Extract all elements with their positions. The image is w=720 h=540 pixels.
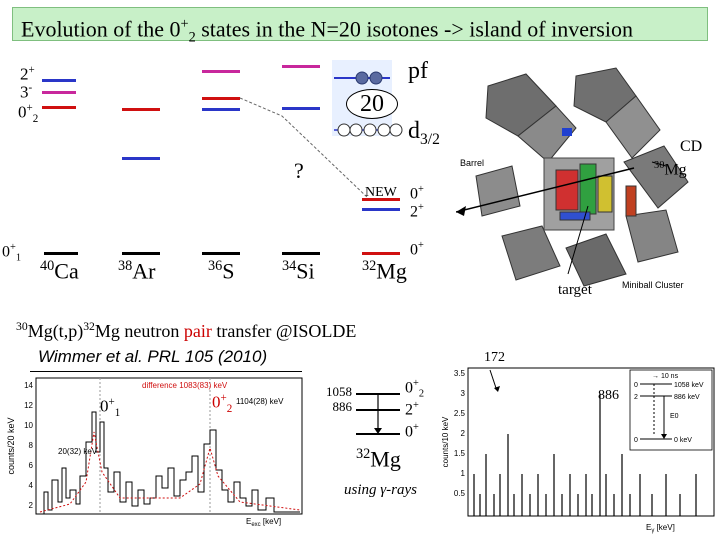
right-ytick-0.5: 0.5	[454, 489, 466, 498]
left-state1-label: 0+1	[100, 396, 121, 420]
legend-line-red	[42, 106, 76, 109]
left-spectrum-plot: 14 12 10 8 6 4 2 counts/20 keV differenc…	[6, 377, 303, 528]
mg-0plus-label: 0+	[410, 240, 424, 259]
right-ytick-3.5: 3.5	[454, 369, 466, 378]
left-ytick-12: 12	[24, 401, 33, 410]
si-2plus-level	[282, 107, 320, 110]
s-0plus2-level	[202, 97, 240, 100]
ca-ground-level	[44, 252, 78, 255]
legend-line-blue	[42, 79, 76, 82]
question-mark: ?	[294, 158, 304, 183]
new-label: NEW	[365, 185, 397, 200]
right-peak-label: 886	[598, 388, 619, 403]
left-state2-label: 0+2	[212, 392, 233, 416]
right-ytick-3: 3	[461, 389, 466, 398]
scheme-nucleus-mg32: 32Mg	[356, 446, 401, 472]
mg-2plus-level	[362, 208, 400, 211]
s-ground-level	[202, 252, 240, 255]
detector-target-nucleus: 30Mg	[654, 160, 687, 179]
si-ground-level	[282, 252, 320, 255]
mg-ground-level	[362, 252, 400, 255]
slide-title: Evolution of the 0+2 states in the N=20 …	[12, 7, 708, 46]
left-xlabel: Eexc [keV]	[246, 517, 281, 528]
left-peak-annotation: 1104(28) keV	[236, 397, 284, 406]
shell-pf-label: pf	[408, 58, 428, 84]
s-2plus-level	[202, 108, 240, 111]
scheme-0plus-label: 0+	[405, 422, 419, 441]
scheme-0plus2-label: 0+2	[405, 378, 425, 400]
ar-ground-level	[122, 252, 160, 255]
left-ytick-8: 8	[29, 441, 34, 450]
mg-2plus-label: 2+	[410, 202, 424, 221]
right-ytick-2: 2	[461, 429, 466, 438]
inset-2p: 2	[634, 394, 638, 401]
mg-0plus2-label: 0+	[410, 184, 424, 203]
right-ylabel: counts/10 keV	[441, 416, 450, 467]
isotope-si34: 34Si	[282, 258, 315, 284]
detector-miniball-label: Miniball Cluster	[622, 280, 684, 290]
detector-cd-label: CD	[680, 138, 703, 155]
right-xlabel: Eγ [keV]	[646, 523, 675, 534]
left-ytick-2: 2	[29, 501, 34, 510]
isotope-s36: 36S	[208, 258, 235, 284]
shell-gap-20: 20	[346, 89, 398, 119]
inset-e0: E0	[670, 413, 679, 420]
left-ytick-14: 14	[24, 381, 33, 390]
inset-e1: 1058 keV	[674, 382, 704, 389]
right-ytick-1: 1	[461, 469, 466, 478]
scheme-2plus-label: 2+	[405, 400, 419, 419]
citation-underline	[30, 371, 302, 372]
detector-target-label: target	[558, 282, 592, 298]
left-ylabel: counts/20 keV	[6, 417, 16, 474]
shell-d32-label: d3/2	[408, 118, 440, 148]
right-spectrum-plot: 3.5 3 2.5 2 1.5 1 0.5 counts/10 keV Eγ […	[441, 367, 715, 534]
left-diff-annotation: difference 1083(83) keV	[142, 381, 228, 390]
left-res-annotation: 20(32) keV	[58, 447, 98, 456]
legend-2plus: 2+	[20, 64, 35, 84]
isotope-ar38: 38Ar	[118, 258, 156, 284]
inset-e3: 0 keV	[674, 437, 692, 444]
ar-0plus2-level	[122, 108, 160, 111]
citation: Wimmer et al. PRL 105 (2010)	[38, 347, 268, 366]
scheme-energy-886: 886	[332, 399, 353, 414]
left-ytick-6: 6	[29, 461, 34, 470]
reaction-title: 30Mg(t,p)32Mg neutron pair transfer @ISO…	[16, 320, 357, 341]
inset-0p2: 0	[634, 382, 638, 389]
legend-0plus2: 0+2	[18, 102, 39, 126]
scheme-levels	[356, 393, 400, 435]
right-top-label: 172	[484, 350, 505, 365]
detector-barrel-label: Barrel	[460, 158, 485, 168]
right-ytick-2.5: 2.5	[454, 409, 466, 418]
right-ytick-1.5: 1.5	[454, 449, 466, 458]
legend-3minus: 3-	[20, 82, 33, 102]
detector-illustration	[456, 67, 689, 287]
inset-e2: 886 keV	[674, 394, 700, 401]
ground-state-label: 0+1	[2, 242, 22, 264]
isotope-ca40: 40Ca	[40, 258, 79, 284]
scheme-gamma-note: using γ-rays	[344, 482, 417, 498]
ar-2plus-level	[122, 157, 160, 160]
isotope-mg32: 32Mg	[362, 258, 407, 284]
left-ytick-4: 4	[29, 481, 34, 490]
legend-line-magenta	[42, 91, 76, 94]
mg-0plus2-level	[362, 198, 400, 201]
scheme-energy-1058: 1058	[326, 384, 352, 399]
inset-title: → 10 ns	[652, 373, 679, 380]
left-ytick-10: 10	[24, 421, 33, 430]
si-3minus-level	[282, 65, 320, 68]
s-3minus-level	[202, 70, 240, 73]
inset-0p: 0	[634, 437, 638, 444]
